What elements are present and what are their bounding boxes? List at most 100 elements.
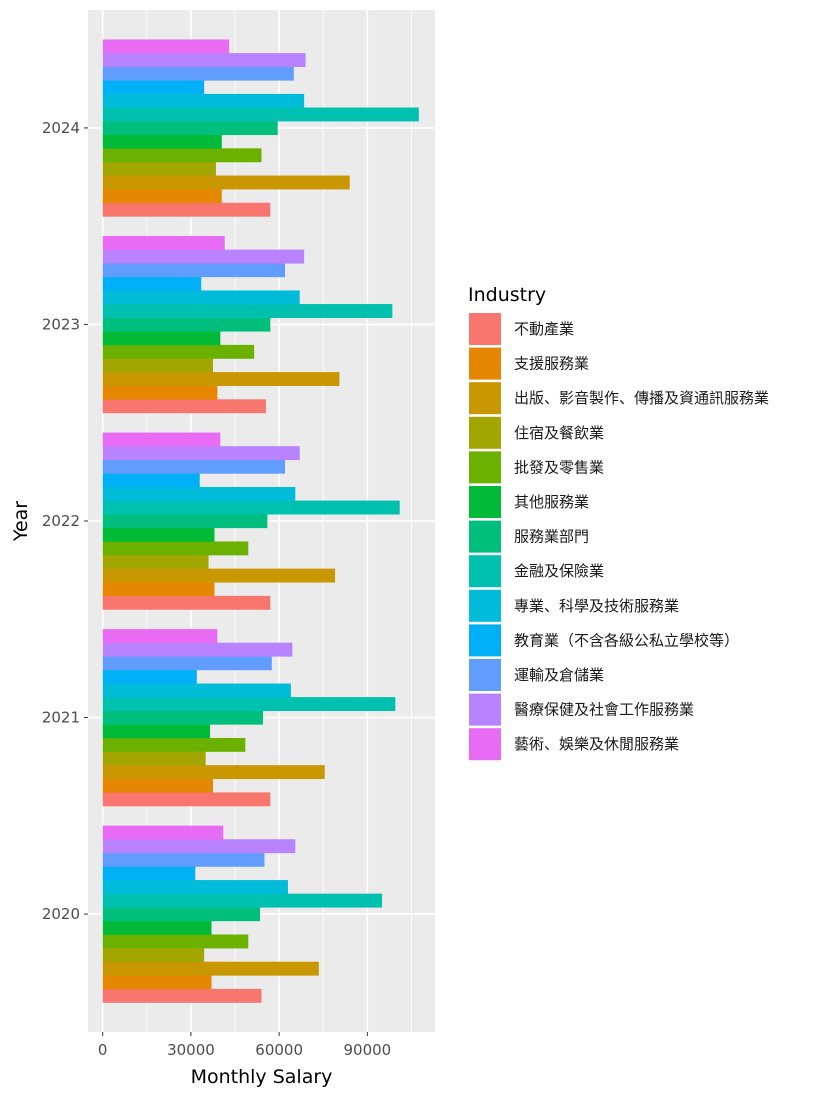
bar-2020-8 [102,893,383,908]
legend: Industry 不動產業支援服務業出版、影音製作、傳播及資通訊服務業住宿及餐飲… [468,284,769,761]
bar-2023-2 [102,385,218,400]
legend-label-11: 運輸及倉儲業 [514,666,604,684]
bar-2023-5 [102,344,255,359]
bar-2023-12 [102,249,305,264]
bar-2022-6 [102,527,215,542]
x-tick-label: 90000 [344,1041,392,1059]
y-tick-label: 2023 [42,315,80,333]
bar-2023-11 [102,263,286,278]
legend-label-10: 教育業（不含各級公私立學校等） [514,631,739,649]
bar-2024-8 [102,107,419,122]
bar-2022-4 [102,555,209,569]
bar-2024-2 [102,189,222,204]
bar-2022-3 [102,568,336,583]
bar-2021-11 [102,656,272,671]
bar-2024-11 [102,66,294,81]
legend-key-2 [469,347,501,380]
bar-2024-9 [102,93,305,108]
legend-label-3: 出版、影音製作、傳播及資通訊服務業 [514,389,769,407]
legend-key-9 [469,589,501,622]
legend-key-12 [469,693,501,726]
y-tick-label: 2022 [42,512,80,530]
bar-2023-8 [102,304,393,318]
bar-2022-13 [102,432,221,447]
legend-key-13 [469,728,501,761]
legend-label-2: 支援服務業 [514,355,589,373]
legend-label-1: 不動產業 [514,320,574,338]
legend-key-5 [469,451,501,484]
legend-key-4 [469,416,501,449]
bar-2024-10 [102,80,205,95]
bar-2020-12 [102,839,296,854]
legend-key-8 [469,555,501,588]
bar-2023-13 [102,236,225,250]
bar-2023-1 [102,399,266,414]
legend-items: 不動產業支援服務業出版、影音製作、傳播及資通訊服務業住宿及餐飲業批發及零售業其他… [469,313,769,761]
legend-title: Industry [468,284,546,306]
bar-2020-5 [102,934,249,949]
bar-2022-9 [102,486,296,501]
legend-label-12: 醫療保健及社會工作服務業 [514,701,694,719]
bar-2022-8 [102,500,400,515]
bar-2022-7 [102,514,268,529]
bar-2022-2 [102,582,215,597]
bar-2020-7 [102,907,261,922]
legend-label-6: 其他服務業 [514,493,589,511]
x-tick-label: 60000 [255,1041,303,1059]
bar-2021-9 [102,683,291,698]
bar-2021-12 [102,642,293,657]
bar-2023-3 [102,372,340,386]
bar-2022-11 [102,459,286,474]
bar-2023-9 [102,290,300,305]
legend-label-9: 專業、科學及技術服務業 [514,597,679,615]
bar-2020-9 [102,880,288,894]
bar-2021-3 [102,765,325,780]
bar-2021-1 [102,792,271,807]
y-tick-label: 2021 [42,709,80,727]
bar-2021-2 [102,778,213,793]
bar-2022-5 [102,541,249,556]
bar-2023-10 [102,276,202,291]
legend-label-13: 藝術、娛樂及休閒服務業 [514,735,679,753]
bar-2022-1 [102,595,271,610]
legend-key-3 [469,382,501,415]
bar-2021-13 [102,629,218,644]
bar-2024-4 [102,161,216,176]
x-axis: 0 30000 60000 90000 [98,1032,391,1059]
bar-2023-4 [102,358,213,373]
bar-2021-10 [102,669,197,684]
bar-2020-2 [102,975,212,990]
bar-2020-1 [102,988,262,1003]
bar-2020-10 [102,866,196,881]
legend-label-5: 批發及零售業 [514,458,604,476]
legend-key-1 [469,313,501,345]
bar-2021-5 [102,737,246,752]
legend-label-4: 住宿及餐飲業 [514,424,604,442]
y-tick-label: 2020 [42,905,80,923]
y-tick-label: 2024 [42,119,80,137]
legend-label-8: 金融及保險業 [514,562,604,580]
y-axis-title: Year [10,501,32,542]
legend-key-10 [469,624,501,657]
x-tick-label: 0 [98,1041,108,1059]
bar-2024-5 [102,148,262,163]
bar-2021-6 [102,724,211,739]
bar-2021-7 [102,710,263,725]
bar-2020-11 [102,852,265,867]
bar-2020-3 [102,961,319,976]
bar-2024-1 [102,202,271,217]
bar-2021-8 [102,697,396,712]
bar-2022-10 [102,473,200,488]
legend-label-7: 服務業部門 [514,528,589,546]
legend-key-7 [469,520,501,553]
bar-2020-6 [102,920,212,935]
bar-2024-3 [102,175,350,190]
bar-2020-13 [102,825,224,840]
bar-2024-13 [102,39,230,54]
bars [102,39,419,1003]
bar-2022-12 [102,446,300,461]
x-axis-title: Monthly Salary [191,1066,333,1088]
legend-key-6 [469,486,501,518]
bar-2024-12 [102,53,306,67]
